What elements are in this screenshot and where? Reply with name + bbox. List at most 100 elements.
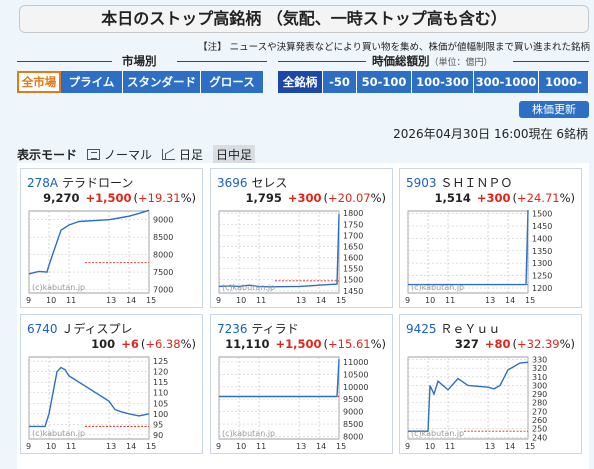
refresh-button[interactable]: 株価更新 (519, 101, 589, 118)
stock-price: 1,795 (245, 191, 282, 205)
y-tick-label: 240 (532, 433, 547, 442)
stock-price: 100 (91, 337, 116, 351)
y-tick-label: 320 (532, 364, 547, 373)
x-tick-label: 9 (26, 442, 31, 451)
intraday-chart: 9 10 11 13 14 15 33032031030029028027026025024… (405, 356, 547, 451)
tab-market-prime[interactable]: プライム (61, 71, 123, 93)
y-tick-label: 10000 (343, 383, 368, 392)
price-line (218, 214, 340, 288)
tab-market-standard[interactable]: スタンダード (123, 71, 201, 93)
tab-cap-50-100[interactable]: 50-100 (357, 71, 412, 93)
y-tick-label: 270 (532, 407, 547, 416)
tab-cap-over1000[interactable]: 1000- (539, 71, 589, 93)
stock-card[interactable]: 7236 ティラド 11,110 +1,500 (+15.61%) 9 10 11 13 14 1… (210, 314, 393, 454)
x-tick-label: 11 (445, 442, 455, 451)
stock-name: Ｊディスプレ (57, 322, 133, 336)
x-tick-label: 13 (485, 296, 495, 305)
x-tick-label: 14 (505, 442, 515, 451)
x-tick-label: 10 (46, 296, 56, 305)
tab-cap-all[interactable]: 全銘柄 (278, 71, 323, 93)
y-tick-label: 1550 (343, 265, 363, 274)
stock-name: ＲｅＹｕｕ (436, 322, 501, 336)
tab-market-all[interactable]: 全市場 (17, 71, 61, 93)
stock-heading[interactable]: 7236 ティラド (217, 320, 299, 337)
stock-price-line: 11,110 +1,500 (+15.61%) (225, 337, 386, 351)
stock-code[interactable]: 7236 (217, 322, 248, 336)
stock-price-line: 9,270 +1,500 (+19.31%) (43, 191, 196, 205)
x-tick-label: 15 (525, 442, 535, 451)
intraday-chart: 9 10 11 13 14 15 11000 10500 10000 9500 9000 8500 80… (216, 356, 368, 451)
y-tick-label: 290 (532, 390, 547, 399)
mode-daily[interactable]: 日足 (162, 146, 203, 163)
cap-tabs: 全銘柄 -50 50-100 100-300 300-1000 1000- (278, 71, 589, 93)
x-tick-label: 13 (296, 442, 306, 451)
mode-normal[interactable]: ノーマル (87, 146, 152, 163)
intraday-chart: 9 10 11 13 14 15 1500 1450 1400 1350 1300 1250 1200 (… (405, 209, 552, 305)
x-tick-label: 13 (485, 442, 495, 451)
price-line (408, 209, 529, 286)
watermark: (c)kabutan.jp (411, 429, 464, 438)
y-tick-label: 1500 (532, 209, 552, 218)
stock-price: 11,110 (225, 337, 270, 351)
stock-card[interactable]: 5903 ＳＨＩＮＰＯ 1,514 +300 (+24.71%) 9 10 11 13 14 15… (399, 168, 582, 308)
stock-change: +1,500 (275, 337, 322, 351)
stock-card[interactable]: 3696 セレス 1,795 +300 (+20.07%) 9 10 11 13 14 15 180… (210, 168, 393, 308)
date-status: 2026年04月30日 16:00現在 6銘柄 (393, 127, 588, 141)
price-line (219, 359, 340, 398)
x-tick-label: 15 (146, 442, 156, 451)
plot-frame (407, 210, 529, 294)
x-tick-label: 10 (425, 442, 435, 451)
y-tick-label: 250 (532, 425, 547, 434)
stock-card[interactable]: 9425 ＲｅＹｕｕ 327 +80 (+32.39%) 9 10 11 13 14 15 330 3… (399, 314, 582, 454)
stock-change-pct: (+19.31%) (133, 191, 196, 205)
stock-change: +80 (484, 337, 511, 351)
watermark: (c)kabutan.jp (411, 283, 464, 292)
y-tick-label: 110 (153, 389, 168, 398)
stock-card[interactable]: 278A テラドローン 9,270 +1,500 (+19.31%) 9 10 11 13 14… (20, 168, 203, 308)
tab-cap-300-1000[interactable]: 300-1000 (474, 71, 539, 93)
x-tick-label: 9 (216, 442, 221, 451)
tab-cap-100-300[interactable]: 100-300 (412, 71, 474, 93)
y-tick-label: 330 (532, 356, 547, 365)
chart-icon (162, 149, 176, 160)
stock-heading[interactable]: 5903 ＳＨＩＮＰＯ (406, 174, 512, 191)
y-tick-label: 1300 (532, 259, 552, 268)
display-mode-label: 表示モード (17, 148, 78, 162)
intraday-chart: 9 10 11 13 14 15 9000 8500 8000 7500 7000 (c)kabuta… (26, 209, 173, 305)
stock-heading[interactable]: 6740 Ｊディスプレ (27, 320, 133, 337)
stock-code[interactable]: 6740 (27, 322, 58, 336)
stock-price: 327 (454, 337, 479, 351)
stock-code[interactable]: 9425 (406, 322, 437, 336)
x-tick-label: 11 (256, 442, 266, 451)
stock-price-line: 100 +6 (+6.38%) (91, 337, 196, 351)
y-tick-label: 1650 (343, 242, 363, 251)
price-line (28, 209, 150, 275)
plot-frame (218, 356, 340, 440)
stock-code[interactable]: 278A (27, 176, 59, 190)
x-tick-label: 9 (26, 296, 31, 305)
stock-change-pct: (+20.07%) (323, 191, 386, 205)
y-tick-label: 1200 (532, 284, 552, 293)
tab-cap-under50[interactable]: -50 (323, 71, 357, 93)
x-tick-label: 10 (236, 296, 246, 305)
x-tick-label: 11 (66, 442, 76, 451)
y-tick-label: 120 (153, 368, 168, 377)
tab-market-growth[interactable]: グロース (201, 71, 264, 93)
stock-card[interactable]: 6740 Ｊディスプレ 100 +6 (+6.38%) 9 10 11 13 14 15 125 12… (20, 314, 203, 454)
price-line (408, 361, 529, 432)
y-tick-label: 8000 (343, 433, 363, 442)
y-tick-label: 125 (153, 357, 168, 366)
stock-code[interactable]: 3696 (217, 176, 248, 190)
y-tick-label: 1600 (343, 254, 363, 263)
stock-heading[interactable]: 9425 ＲｅＹｕｕ (406, 320, 500, 337)
y-tick-label: 1450 (343, 287, 363, 296)
y-tick-label: 100 (153, 410, 168, 419)
stock-heading[interactable]: 3696 セレス (217, 174, 287, 191)
y-tick-label: 95 (153, 420, 163, 429)
watermark: (c)kabutan.jp (32, 283, 85, 292)
stock-code[interactable]: 5903 (406, 176, 437, 190)
stock-heading[interactable]: 278A テラドローン (27, 174, 133, 191)
y-tick-label: 310 (532, 373, 547, 382)
mode-intraday[interactable]: 日中足 (213, 145, 256, 164)
